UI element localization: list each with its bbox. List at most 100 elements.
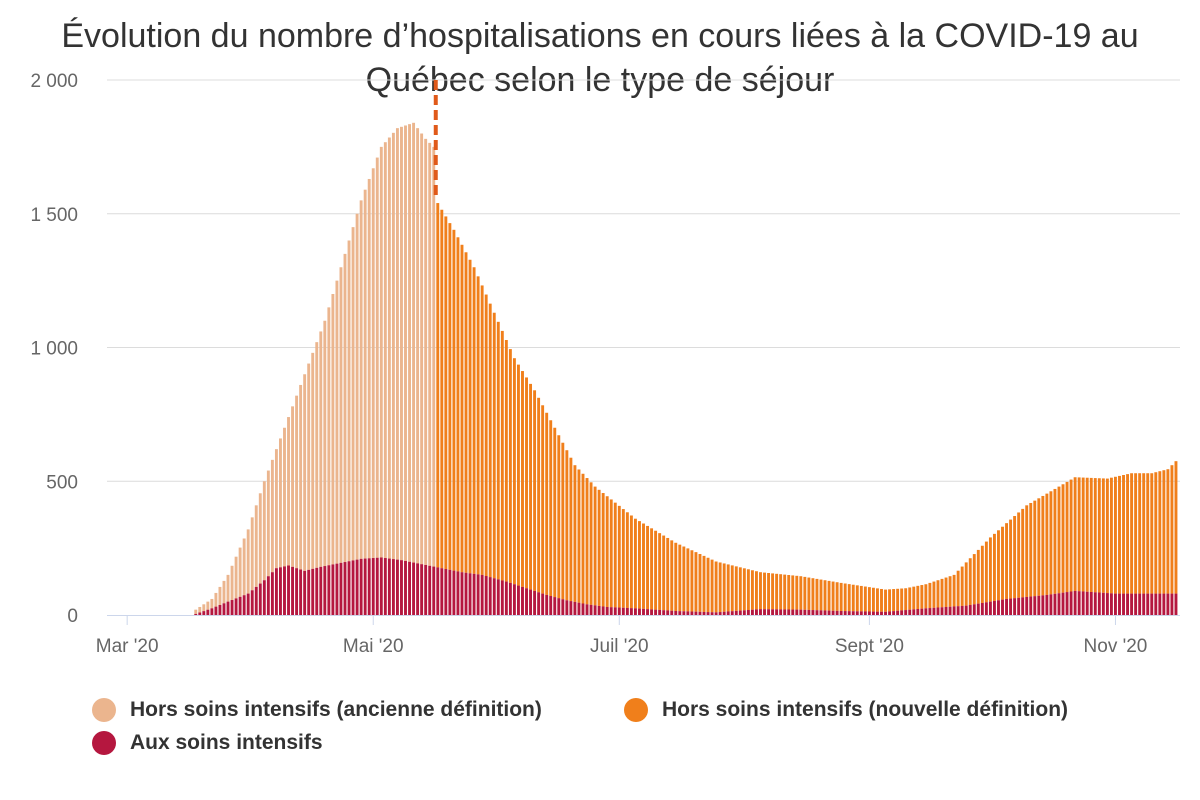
bar-soins-intensifs[interactable] [1142, 593, 1146, 615]
bar-hors-si-ancienne[interactable] [363, 189, 367, 559]
bar-hors-si-nouvelle[interactable] [940, 578, 944, 608]
bar-hors-si-nouvelle[interactable] [589, 482, 593, 605]
bar-hors-si-nouvelle[interactable] [694, 552, 698, 612]
bar-hors-si-nouvelle[interactable] [1170, 465, 1174, 594]
bar-hors-si-nouvelle[interactable] [1166, 469, 1170, 594]
bar-soins-intensifs[interactable] [464, 572, 468, 615]
bar-hors-si-nouvelle[interactable] [621, 509, 625, 608]
bar-soins-intensifs[interactable] [839, 610, 843, 615]
bar-hors-si-nouvelle[interactable] [561, 442, 565, 600]
bar-soins-intensifs[interactable] [928, 608, 932, 615]
bar-hors-si-nouvelle[interactable] [855, 585, 859, 612]
bar-hors-si-ancienne[interactable] [307, 363, 311, 570]
bar-soins-intensifs[interactable] [323, 566, 327, 615]
bar-soins-intensifs[interactable] [315, 567, 319, 615]
bar-soins-intensifs[interactable] [1154, 593, 1158, 615]
bar-soins-intensifs[interactable] [460, 572, 464, 615]
bar-hors-si-nouvelle[interactable] [779, 574, 783, 610]
bar-soins-intensifs[interactable] [621, 607, 625, 615]
bar-soins-intensifs[interactable] [847, 611, 851, 615]
bar-soins-intensifs[interactable] [803, 609, 807, 615]
bar-hors-si-nouvelle[interactable] [984, 541, 988, 603]
bar-hors-si-nouvelle[interactable] [754, 571, 758, 610]
bar-soins-intensifs[interactable] [319, 566, 323, 615]
bar-soins-intensifs[interactable] [589, 604, 593, 615]
bar-soins-intensifs[interactable] [613, 607, 617, 615]
bar-hors-si-nouvelle[interactable] [851, 584, 855, 612]
bar-soins-intensifs[interactable] [750, 609, 754, 615]
bar-soins-intensifs[interactable] [601, 606, 605, 615]
bar-hors-si-ancienne[interactable] [303, 374, 307, 571]
bar-hors-si-nouvelle[interactable] [742, 568, 746, 611]
bar-soins-intensifs[interactable] [1001, 599, 1004, 615]
bar-soins-intensifs[interactable] [948, 606, 952, 615]
bar-hors-si-nouvelle[interactable] [585, 478, 589, 605]
bar-soins-intensifs[interactable] [537, 592, 541, 615]
bar-soins-intensifs[interactable] [428, 565, 432, 615]
bar-soins-intensifs[interactable] [258, 583, 262, 615]
bar-soins-intensifs[interactable] [609, 607, 613, 615]
bar-hors-si-nouvelle[interactable] [1142, 473, 1146, 594]
bar-soins-intensifs[interactable] [617, 607, 621, 615]
bar-soins-intensifs[interactable] [476, 574, 480, 615]
bar-hors-si-nouvelle[interactable] [1061, 484, 1065, 593]
bar-soins-intensifs[interactable] [351, 560, 355, 615]
bar-hors-si-nouvelle[interactable] [815, 578, 819, 611]
bar-hors-si-nouvelle[interactable] [730, 565, 734, 612]
bar-hors-si-nouvelle[interactable] [1138, 473, 1142, 594]
bar-hors-si-ancienne[interactable] [379, 146, 383, 558]
bar-soins-intensifs[interactable] [843, 611, 847, 615]
bar-soins-intensifs[interactable] [964, 605, 968, 615]
bar-soins-intensifs[interactable] [327, 565, 331, 615]
bar-hors-si-ancienne[interactable] [420, 133, 424, 565]
bar-hors-si-ancienne[interactable] [383, 142, 387, 559]
bar-soins-intensifs[interactable] [997, 600, 1000, 615]
bar-soins-intensifs[interactable] [767, 609, 771, 615]
bar-hors-si-nouvelle[interactable] [1049, 491, 1053, 595]
bar-hors-si-nouvelle[interactable] [952, 574, 956, 607]
bar-soins-intensifs[interactable] [936, 607, 940, 615]
bar-hors-si-nouvelle[interactable] [710, 559, 714, 613]
bar-soins-intensifs[interactable] [1138, 593, 1142, 615]
bar-hors-si-ancienne[interactable] [331, 294, 335, 565]
bar-soins-intensifs[interactable] [892, 611, 896, 615]
bar-soins-intensifs[interactable] [710, 612, 714, 615]
bar-hors-si-ancienne[interactable] [367, 178, 371, 559]
bar-soins-intensifs[interactable] [759, 609, 762, 615]
bar-soins-intensifs[interactable] [287, 565, 290, 615]
bar-soins-intensifs[interactable] [516, 585, 520, 615]
bar-hors-si-nouvelle[interactable] [803, 576, 807, 610]
bar-soins-intensifs[interactable] [775, 609, 779, 615]
bar-hors-si-nouvelle[interactable] [746, 569, 750, 610]
bar-soins-intensifs[interactable] [1158, 593, 1162, 615]
bar-hors-si-ancienne[interactable] [355, 213, 359, 560]
bar-soins-intensifs[interactable] [295, 568, 299, 615]
bar-hors-si-ancienne[interactable] [283, 427, 286, 567]
bar-soins-intensifs[interactable] [1122, 593, 1125, 615]
bar-hors-si-nouvelle[interactable] [448, 223, 452, 570]
bar-hors-si-ancienne[interactable] [254, 505, 258, 587]
bar-hors-si-nouvelle[interactable] [678, 544, 682, 612]
bar-hors-si-nouvelle[interactable] [767, 573, 771, 610]
bar-hors-si-nouvelle[interactable] [1025, 505, 1029, 597]
bar-hors-si-nouvelle[interactable] [593, 486, 597, 606]
bar-hors-si-nouvelle[interactable] [508, 349, 512, 583]
bar-hors-si-nouvelle[interactable] [460, 244, 464, 573]
bar-hors-si-nouvelle[interactable] [924, 584, 928, 609]
bar-hors-si-ancienne[interactable] [323, 320, 327, 567]
bar-hors-si-nouvelle[interactable] [686, 548, 690, 612]
bar-soins-intensifs[interactable] [412, 562, 416, 615]
bar-soins-intensifs[interactable] [763, 609, 766, 615]
bar-hors-si-nouvelle[interactable] [565, 450, 569, 601]
bar-soins-intensifs[interactable] [799, 609, 803, 615]
bar-hors-si-nouvelle[interactable] [867, 587, 871, 612]
bar-hors-si-nouvelle[interactable] [512, 358, 516, 585]
bar-soins-intensifs[interactable] [500, 580, 504, 615]
bar-soins-intensifs[interactable] [1077, 591, 1081, 615]
bar-soins-intensifs[interactable] [835, 610, 839, 615]
bar-hors-si-nouvelle[interactable] [992, 533, 996, 601]
bar-hors-si-ancienne[interactable] [270, 459, 274, 573]
bar-hors-si-ancienne[interactable] [416, 128, 420, 564]
bar-soins-intensifs[interactable] [863, 611, 867, 615]
bar-hors-si-nouvelle[interactable] [722, 563, 726, 612]
